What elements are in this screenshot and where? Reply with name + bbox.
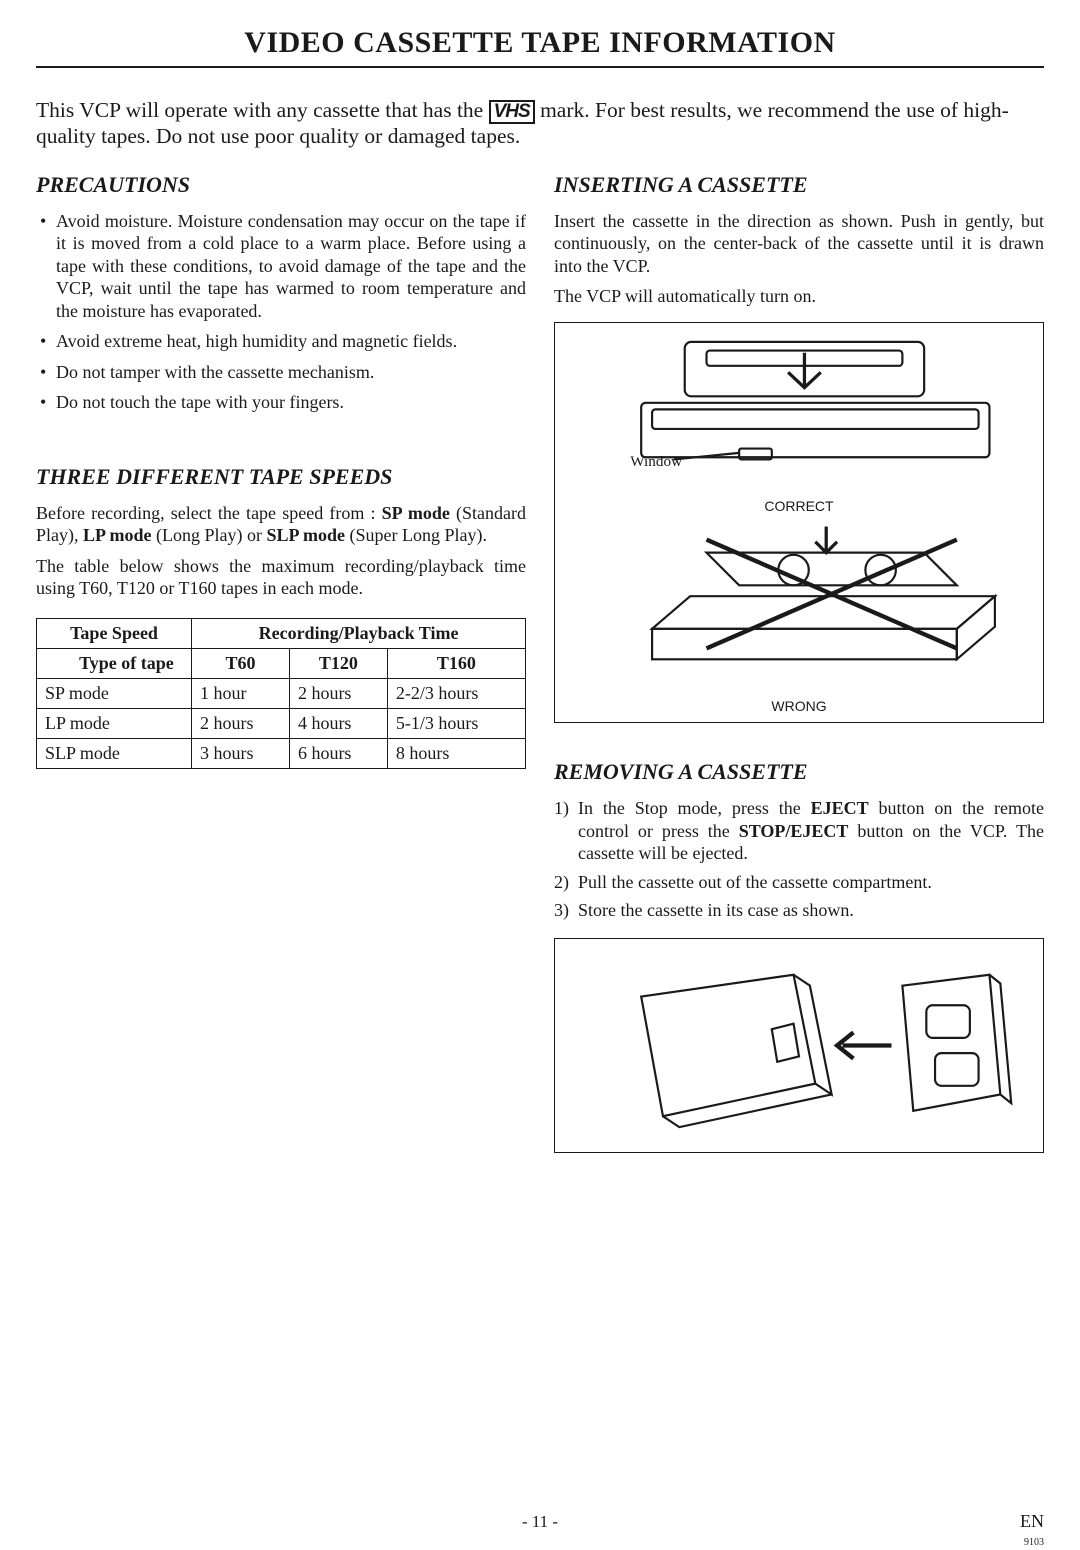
inserting-heading: INSERTING A CASSETTE [554, 172, 1044, 198]
list-item: Pull the cassette out of the cassette co… [554, 871, 1044, 894]
table-row: LP mode 2 hours 4 hours 5-1/3 hours [37, 708, 526, 738]
text: (Long Play) or [152, 525, 267, 545]
list-item: Do not tamper with the cassette mechanis… [40, 361, 526, 384]
table-row-label: SLP mode [37, 738, 192, 768]
table-corner-split [36, 648, 70, 679]
tape-speeds-section: THREE DIFFERENT TAPE SPEEDS Before recor… [36, 464, 526, 769]
precautions-heading: PRECAUTIONS [36, 172, 526, 198]
inserting-para-2: The VCP will automatically turn on. [554, 285, 1044, 308]
table-corner-sub: Type of tape [54, 653, 174, 674]
table-row: SLP mode 3 hours 6 hours 8 hours [37, 738, 526, 768]
table-cell: 5-1/3 hours [387, 708, 525, 738]
table-row-label: SP mode [37, 678, 192, 708]
language-code: EN [1020, 1511, 1044, 1532]
precautions-list: Avoid moisture. Moisture condensation ma… [36, 210, 526, 414]
text: (Super Long Play). [345, 525, 487, 545]
table-cell: 2-2/3 hours [387, 678, 525, 708]
store-cassette-icon [565, 953, 1033, 1138]
intro-before: This VCP will operate with any cassette … [36, 98, 489, 122]
page-number: - 11 - [0, 1512, 1080, 1532]
wrong-diagram-icon [565, 520, 1033, 694]
window-label-text: Window [630, 453, 682, 470]
vhs-mark-badge: VHS [489, 100, 535, 124]
tape-speed-table: Tape Speed Recording/Playback Time Type … [36, 618, 526, 769]
table-row-label: LP mode [37, 708, 192, 738]
intro-paragraph: This VCP will operate with any cassette … [36, 98, 1044, 150]
speeds-para-2: The table below shows the maximum record… [36, 555, 526, 600]
speeds-heading: THREE DIFFERENT TAPE SPEEDS [36, 464, 526, 490]
store-diagram-frame [554, 938, 1044, 1153]
table-col-head: T60 [192, 648, 290, 678]
table-cell: 8 hours [387, 738, 525, 768]
correct-label: CORRECT [565, 498, 1033, 514]
list-item: Avoid moisture. Moisture condensation ma… [40, 210, 526, 323]
list-item: In the Stop mode, press the EJECT button… [554, 797, 1044, 865]
left-column: PRECAUTIONS Avoid moisture. Moisture con… [36, 172, 526, 1153]
table-row: SP mode 1 hour 2 hours 2-2/3 hours [37, 678, 526, 708]
table-col-head: T120 [289, 648, 387, 678]
list-item: Do not touch the tape with your fingers. [40, 391, 526, 414]
table-col-head: T160 [387, 648, 525, 678]
table-cell: 2 hours [289, 678, 387, 708]
list-item: Store the cassette in its case as shown. [554, 899, 1044, 922]
page-title: VIDEO CASSETTE TAPE INFORMATION [36, 26, 1044, 68]
table-cell: 6 hours [289, 738, 387, 768]
table-rec-header: Recording/Playback Time [192, 618, 526, 648]
correct-diagram-icon: Window [565, 331, 1033, 494]
page-footer: - 11 - EN 9103 [0, 1512, 1080, 1532]
lp-mode-bold: LP mode [83, 525, 152, 545]
wrong-label: WRONG [565, 698, 1033, 714]
sp-mode-bold: SP mode [382, 503, 450, 523]
table-cell: 1 hour [192, 678, 290, 708]
stop-eject-bold: STOP/EJECT [739, 821, 849, 841]
doc-code: 9103 [1024, 1537, 1044, 1548]
list-item: Avoid extreme heat, high humidity and ma… [40, 330, 526, 353]
table-cell: 2 hours [192, 708, 290, 738]
table-corner-top: Tape Speed [37, 618, 192, 648]
right-column: INSERTING A CASSETTE Insert the cassette… [554, 172, 1044, 1153]
removing-steps: In the Stop mode, press the EJECT button… [554, 797, 1044, 922]
eject-bold: EJECT [811, 798, 869, 818]
removing-heading: REMOVING A CASSETTE [554, 759, 1044, 785]
table-cell: 4 hours [289, 708, 387, 738]
insert-diagram-frame: Window CORRECT [554, 322, 1044, 723]
speeds-para-1: Before recording, select the tape speed … [36, 502, 526, 547]
two-column-layout: PRECAUTIONS Avoid moisture. Moisture con… [36, 172, 1044, 1153]
text: In the Stop mode, press the [578, 798, 811, 818]
inserting-para-1: Insert the cassette in the direction as … [554, 210, 1044, 278]
slp-mode-bold: SLP mode [267, 525, 346, 545]
table-cell: 3 hours [192, 738, 290, 768]
text: Before recording, select the tape speed … [36, 503, 382, 523]
